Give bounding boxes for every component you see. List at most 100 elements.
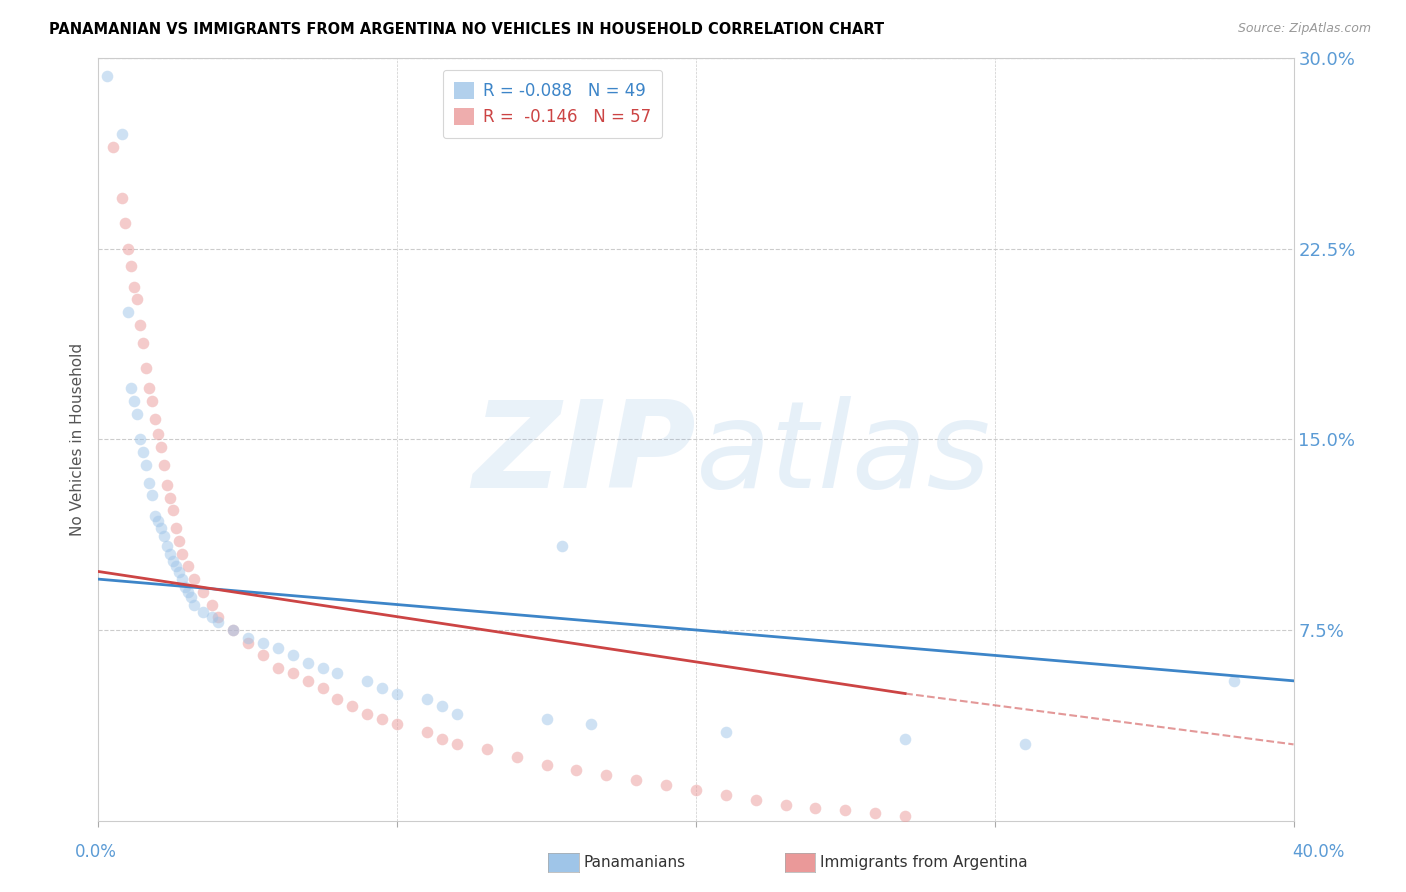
Text: Immigrants from Argentina: Immigrants from Argentina (820, 855, 1028, 870)
Point (183, 598, 205, 612)
Point (156, 539, 179, 553)
Point (371, 681, 394, 696)
Point (475, 742, 498, 756)
Point (446, 706, 468, 721)
Point (297, 673, 319, 688)
Point (222, 623, 245, 637)
Point (595, 768, 617, 782)
Point (416, 724, 439, 739)
Point (150, 440, 173, 454)
Point (159, 547, 181, 561)
Text: ZIP: ZIP (472, 396, 696, 513)
Point (267, 640, 290, 655)
Point (252, 648, 274, 663)
Point (143, 508, 166, 523)
Point (153, 529, 176, 543)
Point (775, 798, 797, 813)
Point (129, 318, 152, 332)
Point (565, 763, 588, 777)
Point (714, 789, 737, 803)
Point (150, 521, 173, 535)
Point (714, 724, 737, 739)
Point (156, 478, 179, 492)
Point (162, 554, 184, 568)
Point (267, 661, 290, 675)
Point (132, 445, 155, 459)
Point (745, 793, 768, 807)
Point (804, 801, 827, 815)
Point (132, 335, 155, 350)
Point (252, 635, 274, 649)
Point (111, 127, 134, 141)
Point (536, 757, 558, 772)
Text: atlas: atlas (696, 396, 991, 513)
Point (138, 475, 160, 490)
Point (135, 361, 157, 376)
Point (356, 673, 378, 688)
Point (311, 681, 333, 696)
Point (135, 458, 157, 472)
Point (626, 772, 648, 787)
Point (162, 503, 184, 517)
Point (222, 623, 245, 637)
Point (207, 615, 229, 630)
Point (371, 712, 394, 726)
Point (201, 610, 224, 624)
Point (177, 585, 200, 599)
Legend: R = -0.088   N = 49, R =  -0.146   N = 57: R = -0.088 N = 49, R = -0.146 N = 57 (443, 70, 662, 138)
Point (506, 750, 529, 764)
Point (281, 648, 304, 663)
Point (581, 717, 603, 731)
Point (117, 305, 139, 319)
Point (281, 666, 304, 681)
Point (177, 559, 200, 574)
Point (172, 547, 194, 561)
Point (326, 666, 349, 681)
Point (550, 539, 572, 553)
Point (416, 691, 439, 706)
Point (103, 140, 125, 154)
Point (430, 732, 453, 747)
Point (120, 260, 142, 274)
Point (356, 706, 378, 721)
Point (138, 382, 160, 396)
Point (894, 732, 917, 747)
Point (167, 565, 190, 579)
Point (143, 412, 166, 426)
Point (165, 521, 187, 535)
Point (311, 661, 333, 675)
Point (236, 631, 259, 645)
Point (385, 717, 409, 731)
Point (174, 580, 197, 594)
Point (191, 585, 214, 599)
Point (834, 804, 856, 818)
Text: PANAMANIAN VS IMMIGRANTS FROM ARGENTINA NO VEHICLES IN HOUSEHOLD CORRELATION CHA: PANAMANIAN VS IMMIGRANTS FROM ARGENTINA … (49, 22, 884, 37)
Point (120, 382, 142, 396)
Text: 0.0%: 0.0% (75, 843, 117, 861)
Point (1223, 673, 1246, 688)
Point (385, 687, 409, 701)
Point (167, 533, 190, 548)
Point (129, 433, 152, 447)
Y-axis label: No Vehicles in Household: No Vehicles in Household (70, 343, 86, 536)
Point (159, 491, 181, 505)
Point (183, 572, 205, 586)
Point (430, 699, 453, 714)
Point (865, 805, 887, 820)
Point (685, 783, 707, 797)
Point (127, 293, 149, 307)
Point (1014, 737, 1036, 751)
Point (326, 691, 349, 706)
Point (141, 394, 163, 409)
Point (201, 598, 224, 612)
Point (141, 488, 163, 502)
Point (148, 427, 170, 442)
Point (655, 778, 678, 792)
Point (446, 737, 468, 751)
Point (127, 407, 149, 421)
Point (297, 656, 319, 670)
Point (165, 559, 187, 574)
Text: Source: ZipAtlas.com: Source: ZipAtlas.com (1237, 22, 1371, 36)
Point (236, 635, 259, 649)
Point (148, 514, 170, 528)
